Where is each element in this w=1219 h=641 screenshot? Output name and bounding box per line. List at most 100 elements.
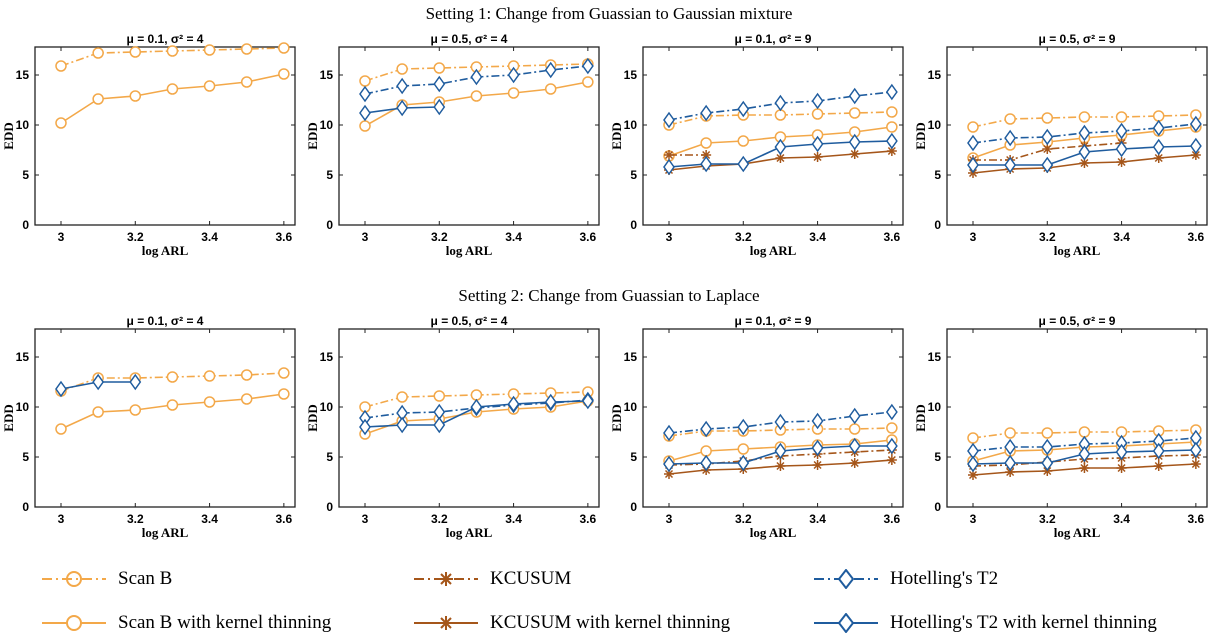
data-point	[1004, 156, 1017, 174]
data-point	[278, 42, 290, 54]
data-point	[359, 75, 371, 87]
y-axis-label: EDD	[305, 122, 320, 149]
data-point	[1041, 454, 1054, 472]
data-point	[774, 94, 787, 112]
data-point	[507, 395, 520, 413]
data-point	[1115, 111, 1128, 123]
chart-panel: μ = 0.1, σ² = 4 0 5 10 15 3 3.2 3.4 3.6 log ARL ED…	[1, 32, 296, 258]
panel-title: μ = 0.1, σ² = 4	[127, 32, 204, 46]
y-tick-label: 0	[326, 500, 333, 514]
data-point	[812, 460, 823, 470]
data-point	[885, 83, 898, 101]
y-tick-label: 10	[928, 400, 942, 414]
data-point	[1004, 454, 1017, 472]
x-tick-label: 3.4	[809, 512, 826, 526]
y-tick-label: 15	[320, 68, 334, 82]
y-axis-label: EDD	[913, 404, 928, 431]
y-tick-label: 0	[934, 500, 941, 514]
x-tick-label: 3.4	[505, 512, 522, 526]
y-tick-label: 0	[630, 218, 637, 232]
y-tick-label: 5	[22, 168, 29, 182]
x-tick-label: 3.6	[580, 512, 597, 526]
data-point	[737, 454, 750, 472]
x-tick-label: 3	[362, 230, 369, 244]
data-point	[129, 373, 142, 391]
setting-1-title: Setting 1: Change from Guassian to Gauss…	[426, 4, 793, 23]
x-tick-label: 3.4	[201, 512, 218, 526]
data-point	[507, 87, 520, 99]
series-hotelling-solid	[967, 441, 1202, 473]
data-point	[885, 132, 898, 150]
y-tick-label: 15	[16, 350, 30, 364]
data-point	[1041, 438, 1054, 456]
data-point	[1189, 115, 1202, 133]
data-point	[848, 107, 861, 119]
y-tick-label: 0	[630, 500, 637, 514]
chart-panel: μ = 0.5, σ² = 9 0 5 10 15 3 3.2 3.4 3.6 log ARL ED…	[913, 32, 1208, 258]
x-tick-label: 3	[970, 512, 977, 526]
data-point	[544, 83, 557, 95]
chart-panel: μ = 0.1, σ² = 9 0 5 10 15 3 3.2 3.4 3.6 log ARL ED…	[609, 314, 904, 540]
data-point	[849, 458, 860, 468]
data-point	[849, 149, 860, 159]
series-scan-solid	[55, 388, 290, 435]
x-tick-label: 3.2	[735, 230, 752, 244]
data-point	[967, 134, 979, 152]
y-tick-label: 5	[22, 450, 29, 464]
y-tick-label: 5	[630, 450, 637, 464]
data-point	[812, 152, 823, 162]
data-point	[92, 47, 104, 59]
x-tick-label: 3	[58, 230, 65, 244]
data-point	[737, 100, 750, 118]
y-axis-label: EDD	[1, 122, 16, 149]
series-scan-solid	[55, 68, 290, 129]
data-point	[166, 83, 179, 95]
plot-frame	[34, 328, 296, 508]
data-point	[1153, 461, 1164, 471]
data-point	[967, 156, 979, 174]
x-tick-label: 3.2	[1039, 230, 1056, 244]
data-point	[886, 455, 897, 465]
data-point	[1041, 427, 1054, 439]
data-point	[1004, 438, 1017, 456]
y-tick-label: 10	[320, 118, 334, 132]
x-tick-label: 3.6	[884, 512, 901, 526]
data-point	[129, 46, 142, 58]
data-point	[1189, 441, 1202, 459]
data-point	[886, 106, 898, 118]
y-tick-label: 15	[624, 350, 638, 364]
data-point	[582, 76, 594, 88]
y-tick-label: 5	[630, 168, 637, 182]
x-tick-label: 3.6	[1188, 512, 1205, 526]
x-tick-label: 3.2	[735, 512, 752, 526]
data-point	[433, 62, 446, 74]
data-point	[92, 93, 104, 105]
data-point	[1041, 112, 1054, 124]
data-point	[700, 454, 713, 472]
y-tick-label: 10	[624, 400, 638, 414]
data-point	[359, 418, 371, 436]
data-point	[433, 390, 446, 402]
data-point	[774, 109, 787, 121]
y-axis-label: EDD	[305, 404, 320, 431]
data-point	[470, 389, 483, 401]
data-point	[774, 138, 787, 156]
data-point	[1004, 129, 1017, 147]
data-point	[92, 406, 104, 418]
y-tick-label: 10	[16, 118, 30, 132]
chart-panel: μ = 0.5, σ² = 9 0 5 10 15 3 3.2 3.4 3.6 log ARL ED…	[913, 314, 1208, 540]
data-point	[1115, 140, 1128, 158]
y-tick-label: 5	[326, 168, 333, 182]
series-hotelling-solid	[359, 392, 594, 436]
series-scan-dashdot	[55, 42, 290, 72]
x-tick-label: 3.2	[127, 230, 144, 244]
data-point	[885, 437, 898, 455]
x-axis-label: log ARL	[750, 243, 797, 258]
data-point	[1115, 443, 1128, 461]
data-point	[1115, 122, 1128, 140]
series-scan-dashdot	[967, 109, 1202, 133]
data-point	[700, 155, 713, 173]
data-point	[359, 120, 371, 132]
data-point	[581, 57, 594, 75]
data-point	[203, 396, 216, 408]
